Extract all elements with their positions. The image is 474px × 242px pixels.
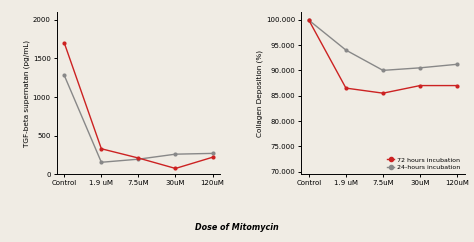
Y-axis label: TGF-beta supernatan (pg/mL): TGF-beta supernatan (pg/mL) <box>23 40 30 147</box>
Text: Dose of Mitomycin: Dose of Mitomycin <box>195 223 279 232</box>
Y-axis label: Collagen Deposition (%): Collagen Deposition (%) <box>257 50 263 137</box>
Legend: 72 hours incubation, 24-hours incubation: 72 hours incubation, 24-hours incubation <box>386 156 461 171</box>
